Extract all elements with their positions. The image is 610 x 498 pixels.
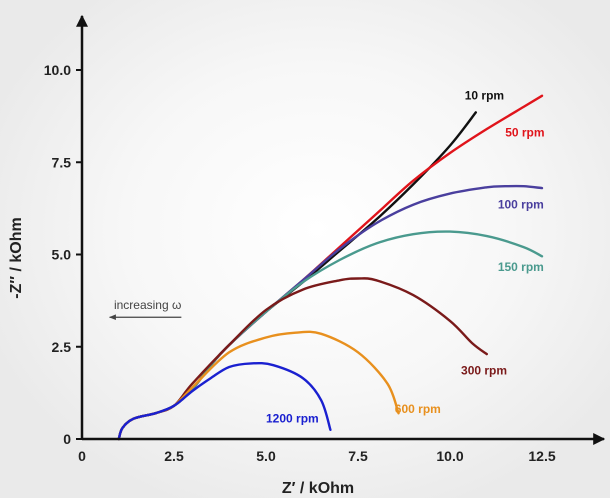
series-line-10-rpm bbox=[117, 111, 477, 441]
y-tick-label: 7.5 bbox=[52, 154, 72, 170]
series-line-600-rpm bbox=[117, 330, 400, 441]
x-tick-label: 7.5 bbox=[348, 448, 368, 464]
x-axis-title: Z′ / kOhm bbox=[282, 480, 354, 497]
x-tick-label: 10.0 bbox=[436, 448, 463, 464]
series-label-300-rpm: 300 rpm bbox=[461, 363, 507, 377]
series-line-1200-rpm bbox=[117, 361, 332, 441]
annotation-text: increasing ω bbox=[114, 298, 181, 312]
series-label-1200-rpm: 1200 rpm bbox=[266, 411, 319, 425]
series-label-10-rpm: 10 rpm bbox=[465, 89, 504, 103]
x-tick-label: 2.5 bbox=[164, 448, 184, 464]
series-layer bbox=[117, 94, 544, 441]
ticks: 0 2.5 5.0 7.5 10.0 12.5 0 2.5 5.0 7.5 10.0 bbox=[44, 62, 556, 464]
series-line-50-rpm bbox=[117, 94, 544, 441]
y-tick-label: 2.5 bbox=[52, 339, 72, 355]
x-tick-label: 12.5 bbox=[528, 448, 555, 464]
y-axis-title: -Z′′ / kOhm bbox=[8, 217, 25, 298]
y-tick-label: 0 bbox=[63, 431, 71, 447]
series-label-100-rpm: 100 rpm bbox=[498, 197, 544, 211]
y-tick-label: 5.0 bbox=[52, 247, 72, 263]
series-label-150-rpm: 150 rpm bbox=[498, 260, 544, 274]
y-tick-label: 10.0 bbox=[44, 62, 71, 78]
series-label-600-rpm: 600 rpm bbox=[395, 402, 441, 416]
axes bbox=[76, 14, 606, 445]
x-tick-label: 5.0 bbox=[256, 448, 276, 464]
series-label-50-rpm: 50 rpm bbox=[505, 125, 544, 139]
series-line-150-rpm bbox=[117, 230, 544, 441]
series-labels: 10 rpm 50 rpm 100 rpm 150 rpm 300 rpm 600 rpm… bbox=[266, 89, 545, 426]
x-tick-label: 0 bbox=[78, 448, 86, 464]
annotation-group: increasing ω bbox=[108, 298, 182, 321]
